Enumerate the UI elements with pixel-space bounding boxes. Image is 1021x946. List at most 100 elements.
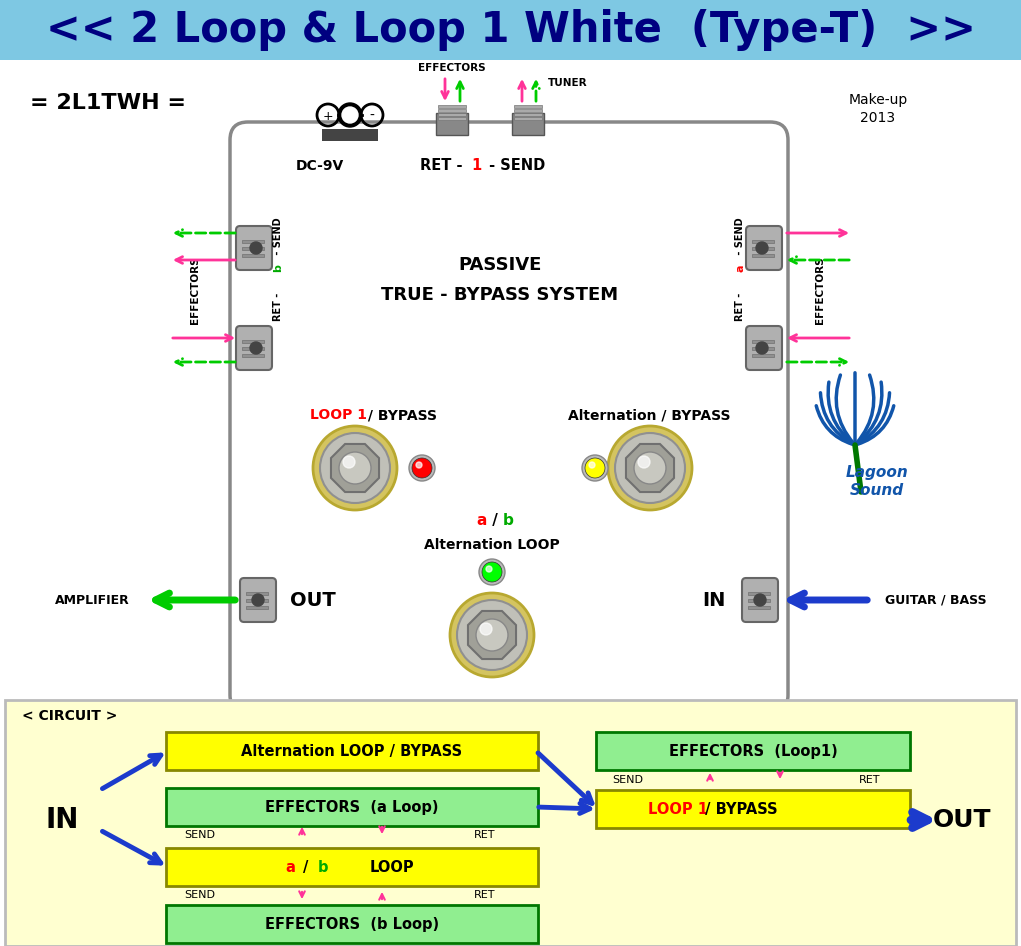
Text: GUITAR / BASS: GUITAR / BASS [885,593,986,606]
FancyBboxPatch shape [166,788,538,826]
Circle shape [476,619,508,651]
Circle shape [638,456,650,468]
Text: Lagoon: Lagoon [845,464,909,480]
Text: AMPLIFIER: AMPLIFIER [55,593,130,606]
FancyBboxPatch shape [596,790,910,828]
Text: - SEND: - SEND [484,159,545,173]
FancyBboxPatch shape [0,60,1021,700]
FancyBboxPatch shape [746,226,782,270]
Circle shape [313,426,397,510]
FancyBboxPatch shape [438,109,466,112]
Text: a: a [477,513,487,528]
FancyBboxPatch shape [742,578,778,622]
FancyBboxPatch shape [752,240,774,243]
Circle shape [480,623,492,635]
Circle shape [250,242,262,254]
Text: EFFECTORS  (a Loop): EFFECTORS (a Loop) [265,799,439,815]
FancyBboxPatch shape [514,109,542,112]
Circle shape [320,433,390,503]
Text: LOOP: LOOP [370,860,415,874]
Circle shape [343,456,355,468]
Text: SEND: SEND [185,890,215,900]
FancyBboxPatch shape [514,105,542,108]
Text: +: + [323,110,333,122]
Text: / BYPASS: / BYPASS [363,408,437,422]
FancyBboxPatch shape [246,592,268,595]
FancyBboxPatch shape [246,606,268,609]
Text: IN: IN [702,590,726,609]
Text: LOOP 1: LOOP 1 [310,408,367,422]
Circle shape [409,455,435,481]
Text: /: / [303,860,308,874]
FancyBboxPatch shape [242,240,264,243]
FancyBboxPatch shape [5,700,1016,946]
Text: IN: IN [45,806,79,834]
Circle shape [479,559,505,585]
Circle shape [339,452,371,484]
FancyBboxPatch shape [242,254,264,257]
FancyBboxPatch shape [230,122,788,713]
Text: RET: RET [474,890,496,900]
Text: EFFECTORS  (Loop1): EFFECTORS (Loop1) [669,744,837,759]
Text: RET -: RET - [273,289,283,321]
Circle shape [634,452,666,484]
FancyBboxPatch shape [748,599,770,602]
Circle shape [250,342,262,354]
Text: b: b [503,513,514,528]
Text: RET -: RET - [735,289,745,321]
FancyBboxPatch shape [438,117,466,120]
FancyBboxPatch shape [0,0,1021,60]
Text: = 2L1TWH =: = 2L1TWH = [30,93,186,113]
Circle shape [486,566,492,572]
Text: / BYPASS: / BYPASS [700,801,778,816]
Text: Sound: Sound [849,482,904,498]
Circle shape [756,242,768,254]
Text: < CIRCUIT >: < CIRCUIT > [22,709,117,723]
Circle shape [342,107,358,123]
FancyBboxPatch shape [242,354,264,357]
Polygon shape [331,444,379,492]
Circle shape [615,433,685,503]
Text: DC-9V: DC-9V [296,159,344,173]
FancyBboxPatch shape [752,340,774,343]
FancyBboxPatch shape [236,226,272,270]
Text: EFFECTORS: EFFECTORS [815,256,825,324]
Circle shape [756,342,768,354]
FancyBboxPatch shape [242,340,264,343]
FancyBboxPatch shape [436,113,468,135]
Text: - SEND: - SEND [735,218,745,258]
FancyBboxPatch shape [438,113,466,116]
Text: Alternation LOOP: Alternation LOOP [424,538,560,552]
Text: SEND: SEND [185,830,215,840]
FancyBboxPatch shape [438,105,466,108]
FancyBboxPatch shape [166,732,538,770]
Circle shape [482,562,502,582]
FancyBboxPatch shape [512,113,544,135]
Circle shape [589,462,595,468]
Polygon shape [626,444,674,492]
Text: Make-up: Make-up [848,93,908,107]
Text: << 2 Loop & Loop 1 White  (Type-T)  >>: << 2 Loop & Loop 1 White (Type-T) >> [46,9,976,51]
Text: OUT: OUT [933,808,991,832]
Text: - SEND: - SEND [273,218,283,258]
Circle shape [412,458,432,478]
Circle shape [457,600,527,670]
Circle shape [585,458,605,478]
Text: TUNER: TUNER [548,78,588,88]
Text: b: b [318,860,329,874]
Text: a: a [735,264,745,272]
FancyBboxPatch shape [748,592,770,595]
FancyBboxPatch shape [246,599,268,602]
FancyBboxPatch shape [242,347,264,350]
Text: EFFECTORS: EFFECTORS [190,256,200,324]
FancyBboxPatch shape [514,117,542,120]
Text: EFFECTORS  (b Loop): EFFECTORS (b Loop) [264,917,439,932]
FancyBboxPatch shape [166,848,538,886]
Circle shape [607,426,692,510]
Circle shape [252,594,264,606]
Text: a: a [285,860,295,874]
FancyBboxPatch shape [322,129,378,141]
Text: OUT: OUT [290,590,336,609]
Text: 1: 1 [471,159,481,173]
Text: TRUE - BYPASS SYSTEM: TRUE - BYPASS SYSTEM [382,286,619,304]
